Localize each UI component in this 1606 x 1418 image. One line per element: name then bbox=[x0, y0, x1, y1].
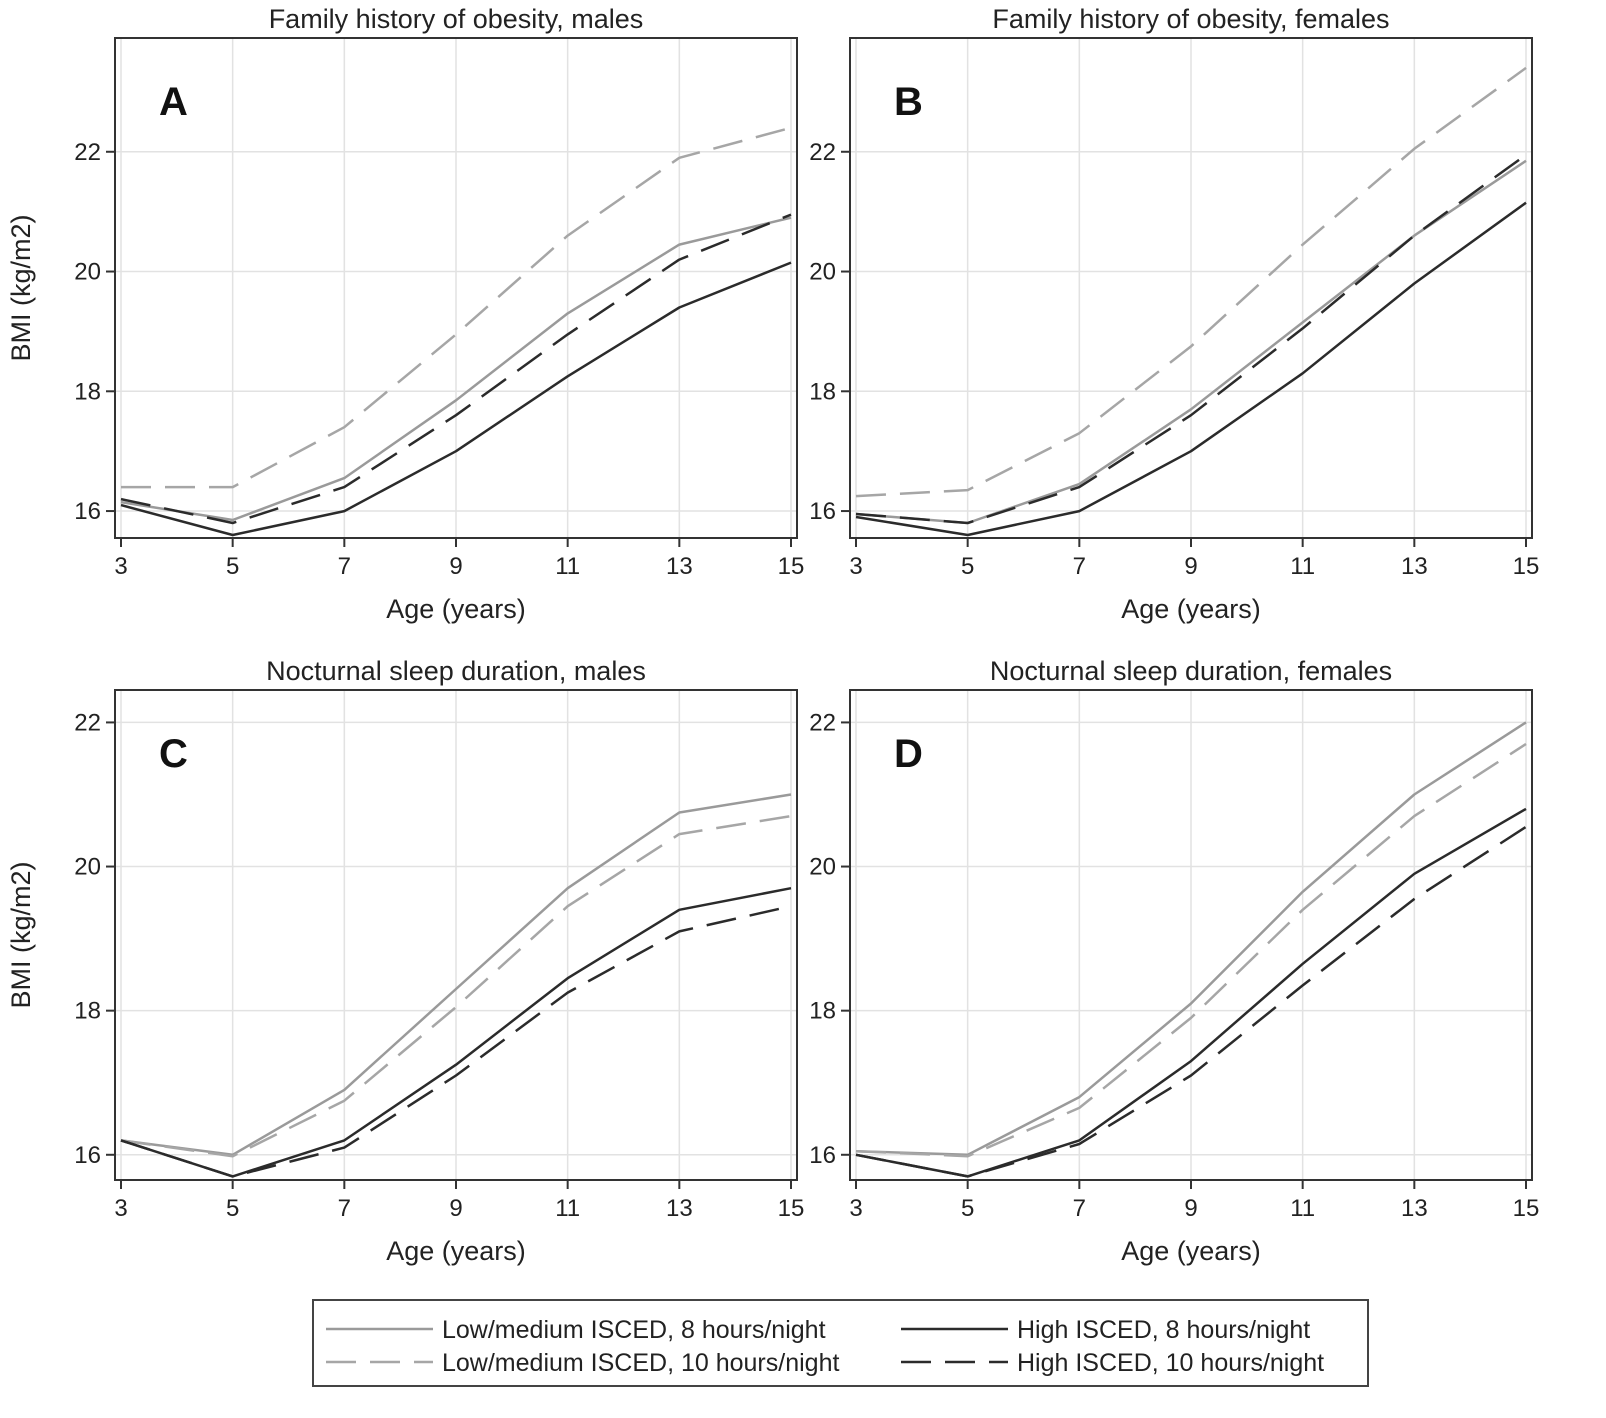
y-tick-label: 20 bbox=[809, 259, 836, 286]
legend-box bbox=[312, 1299, 1369, 1387]
y-tick-label: 16 bbox=[74, 1142, 101, 1169]
y-axis-label: BMI (kg/m2) bbox=[6, 861, 36, 1008]
x-tick-label: 15 bbox=[1513, 553, 1540, 580]
x-tick-label: 9 bbox=[1184, 553, 1197, 580]
x-tick-label: 11 bbox=[1290, 1195, 1315, 1222]
x-tick-label: 3 bbox=[849, 1195, 862, 1222]
x-tick-label: 5 bbox=[226, 553, 239, 580]
x-tick-label: 3 bbox=[114, 553, 127, 580]
y-tick-label: 18 bbox=[809, 378, 836, 405]
legend: Low/medium ISCED, 8 hours/night High ISC… bbox=[312, 1299, 1369, 1387]
x-axis-label: Age (years) bbox=[1121, 1236, 1261, 1266]
y-tick-label: 18 bbox=[74, 998, 101, 1025]
x-tick-label: 9 bbox=[1184, 1195, 1197, 1222]
x-tick-label: 13 bbox=[1401, 1195, 1428, 1222]
x-tick-label: 3 bbox=[114, 1195, 127, 1222]
x-tick-label: 13 bbox=[666, 1195, 693, 1222]
panel-a: 3 5 7 9 11 13 15 16 18 20 22 Family history of obes… bbox=[6, 4, 804, 624]
panel-letter: D bbox=[894, 732, 923, 776]
panel-d: 3 5 7 9 11 13 15 16 18 20 22 Nocturnal sleep durati… bbox=[809, 656, 1539, 1266]
y-tick-label: 16 bbox=[809, 498, 836, 525]
y-tick-label: 22 bbox=[809, 709, 836, 736]
series-line-low-medium-isced-10-hours-night bbox=[120, 814, 792, 1158]
y-tick-label: 22 bbox=[809, 139, 836, 166]
y-tick-label: 22 bbox=[74, 709, 101, 736]
series-line-low-medium-isced-10-hours-night bbox=[121, 126, 792, 489]
x-tick-label: 11 bbox=[1290, 553, 1315, 580]
y-tick-label: 18 bbox=[74, 378, 101, 405]
legend-label-low-medium-10h: Low/medium ISCED, 10 hours/night bbox=[442, 1349, 839, 1377]
panel-letter: C bbox=[159, 732, 188, 776]
x-tick-label: 7 bbox=[1073, 1195, 1086, 1222]
x-axis-label: Age (years) bbox=[386, 1236, 526, 1266]
series-line-low-medium-isced-10-hours-night bbox=[855, 66, 1527, 498]
series-line-low-medium-isced-10-hours-night bbox=[855, 742, 1527, 1158]
x-tick-label: 9 bbox=[449, 553, 462, 580]
y-tick-label: 16 bbox=[809, 1142, 836, 1169]
x-tick-label: 13 bbox=[1401, 553, 1428, 580]
x-axis-label: Age (years) bbox=[386, 594, 526, 624]
series-line-high-isced-10-hours-night bbox=[120, 904, 792, 1178]
x-axis-label: Age (years) bbox=[1121, 594, 1261, 624]
y-tick-label: 20 bbox=[809, 854, 836, 881]
panel-c: 3 5 7 9 11 13 15 16 18 20 22 Nocturnal sleep durati… bbox=[6, 656, 804, 1266]
x-tick-label: 7 bbox=[1073, 553, 1086, 580]
panel-title: Family history of obesity, males bbox=[269, 4, 644, 34]
legend-label-high-10h: High ISCED, 10 hours/night bbox=[1017, 1349, 1324, 1377]
x-tick-label: 15 bbox=[778, 553, 805, 580]
panel-title: Family history of obesity, females bbox=[992, 4, 1389, 34]
panel-title: Nocturnal sleep duration, males bbox=[266, 656, 646, 686]
series-line-low-medium-isced-8-hours-night bbox=[120, 793, 792, 1157]
series-line-low-medium-isced-8-hours-night bbox=[855, 721, 1527, 1157]
x-tick-label: 15 bbox=[778, 1195, 805, 1222]
series-line-high-isced-10-hours-night bbox=[120, 213, 792, 525]
series-line-high-isced-10-hours-night bbox=[855, 153, 1527, 525]
series-line-high-isced-8-hours-night bbox=[855, 201, 1527, 537]
series-line-high-isced-8-hours-night bbox=[120, 261, 792, 537]
panel-b: 3 5 7 9 11 13 15 16 18 20 22 Family history of obes… bbox=[809, 4, 1539, 624]
x-tick-label: 11 bbox=[555, 553, 580, 580]
x-tick-label: 5 bbox=[961, 1195, 974, 1222]
panel-letter: A bbox=[159, 80, 188, 124]
x-tick-label: 7 bbox=[338, 553, 351, 580]
x-tick-label: 13 bbox=[666, 553, 693, 580]
y-tick-label: 22 bbox=[74, 139, 101, 166]
y-axis-label: BMI (kg/m2) bbox=[6, 214, 36, 361]
series-line-low-medium-isced-8-hours-night bbox=[120, 216, 792, 522]
legend-label-low-medium-8h: Low/medium ISCED, 8 hours/night bbox=[442, 1316, 826, 1344]
x-tick-label: 5 bbox=[961, 553, 974, 580]
y-tick-label: 18 bbox=[809, 998, 836, 1025]
x-tick-label: 9 bbox=[449, 1195, 462, 1222]
panel-letter: B bbox=[894, 80, 923, 124]
y-tick-label: 20 bbox=[74, 259, 101, 286]
x-tick-label: 5 bbox=[226, 1195, 239, 1222]
x-tick-label: 3 bbox=[849, 553, 862, 580]
x-tick-label: 7 bbox=[338, 1195, 351, 1222]
y-tick-label: 16 bbox=[74, 498, 101, 525]
x-tick-label: 11 bbox=[555, 1195, 580, 1222]
panel-title: Nocturnal sleep duration, females bbox=[990, 656, 1392, 686]
legend-label-high-8h: High ISCED, 8 hours/night bbox=[1017, 1316, 1310, 1344]
x-tick-label: 15 bbox=[1513, 1195, 1540, 1222]
y-tick-label: 20 bbox=[74, 854, 101, 881]
series-line-high-isced-10-hours-night bbox=[855, 825, 1527, 1178]
